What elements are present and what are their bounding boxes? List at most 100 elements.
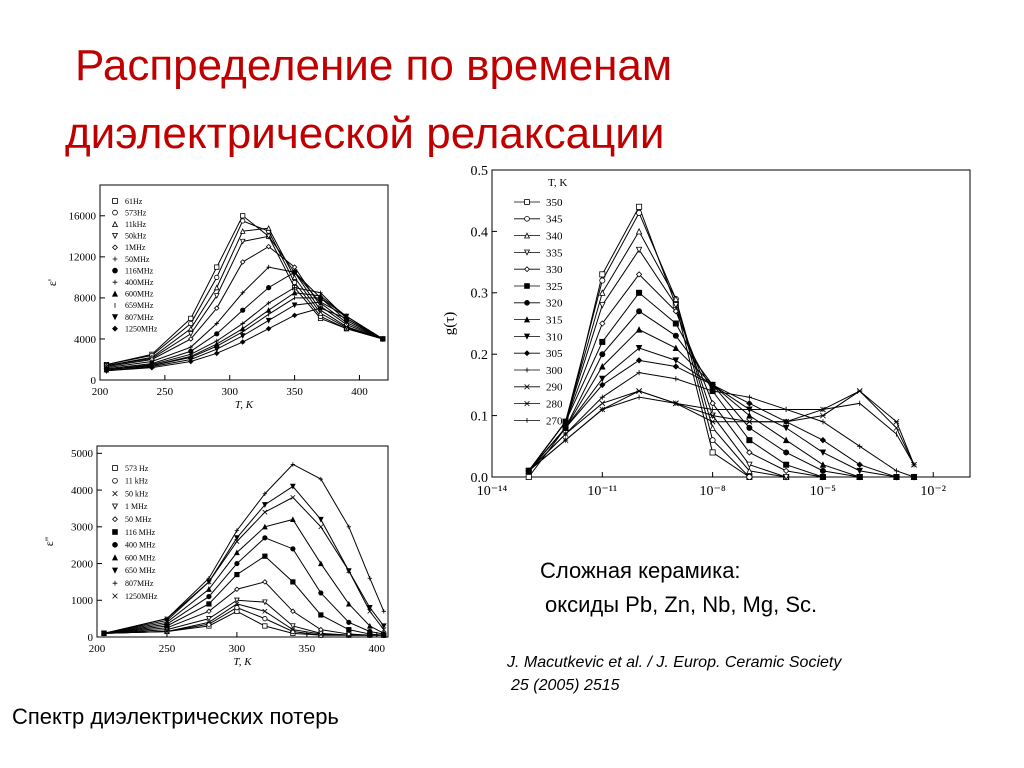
marker-shape [111,503,119,510]
data-point [599,320,606,327]
marker-shape [746,418,753,425]
marker-shape [523,232,531,239]
marker-shape [709,418,716,425]
caption: Спектр диэлектрических потерь [12,704,339,729]
marker-shape [783,449,790,456]
marker-shape [234,528,240,533]
data-point [206,586,212,592]
marker-shape [524,199,530,205]
marker-shape [239,339,246,345]
data-point [893,468,900,474]
marker-shape [240,218,246,224]
marker-shape [290,516,296,523]
data-point [112,325,118,332]
series-line [528,396,915,472]
data-point [635,345,643,352]
data-point [188,320,194,327]
reference: J. Macutkevic et al. / J. Europ. Ceramic… [506,654,842,671]
legend-label: 400MHz [125,278,154,287]
marker-shape [523,316,531,323]
legend-label: 116 MHz [125,528,156,537]
marker-shape [112,516,118,523]
marker-shape [783,461,790,468]
data-point [599,351,606,358]
marker-shape [240,321,245,326]
data-point [524,266,530,273]
legend-label: 600 MHz [125,553,156,562]
marker-shape [636,308,643,315]
data-point [783,449,790,456]
data-point [111,567,119,574]
marker-shape [234,597,240,604]
marker-shape [635,345,643,352]
data-point [672,357,680,364]
data-point [523,316,531,323]
data-point [599,400,606,407]
marker-shape [265,317,272,324]
data-point [820,412,826,419]
legend-label: 1250MHz [125,592,158,601]
data-point [524,400,530,407]
data-point [346,627,352,633]
marker-shape [782,436,790,444]
marker-shape [524,367,530,373]
marker-shape [262,535,268,541]
marker-shape [213,284,220,291]
data-point [188,315,194,322]
marker-shape [262,509,268,515]
data-point [819,461,827,468]
data-point [240,290,245,295]
x-tick-label: 400 [351,386,368,398]
data-point [672,332,679,339]
marker-shape [112,490,118,497]
marker-shape [820,412,826,419]
marker-shape [523,333,531,340]
marker-shape [636,289,643,296]
legend-label: 650 MHz [125,566,156,575]
marker-shape [111,314,119,321]
marker-shape [672,320,679,327]
marker-shape [234,539,240,544]
data-point [381,609,387,614]
marker-shape [856,473,863,480]
marker-shape [291,274,298,280]
legend-label: 116MHz [125,266,154,275]
y-tick-label: 0.3 [471,287,489,302]
data-point [262,502,268,508]
marker-shape [523,249,531,256]
legend-label: 270 [546,415,563,427]
data-point [112,244,118,251]
marker-shape [524,400,530,407]
data-point [265,225,272,231]
legend-label: 1 MHz [125,502,148,511]
marker-shape [206,593,212,600]
marker-shape [819,436,827,444]
data-point [366,605,373,611]
marker-shape [206,586,212,592]
marker-shape [746,400,753,407]
series-line [103,485,385,634]
marker-shape [599,289,606,296]
marker-shape [239,238,246,245]
marker-shape [290,627,296,633]
data-point [343,315,350,322]
data-point [709,424,716,431]
data-point [290,483,296,490]
data-point [112,256,118,262]
marker-shape [234,586,240,593]
marker-shape [346,568,352,574]
data-point [819,473,826,480]
data-point [709,400,716,407]
marker-shape [525,473,532,480]
y-tick-label: 0.0 [471,471,489,486]
data-point [213,346,220,353]
data-point [239,339,246,345]
marker-shape [599,381,606,389]
legend-label: 335 [546,247,563,259]
marker-shape [317,299,324,306]
plot-frame [96,445,389,638]
data-point [318,612,324,618]
data-point [111,290,119,297]
marker-shape [856,461,863,468]
data-point [111,233,119,240]
